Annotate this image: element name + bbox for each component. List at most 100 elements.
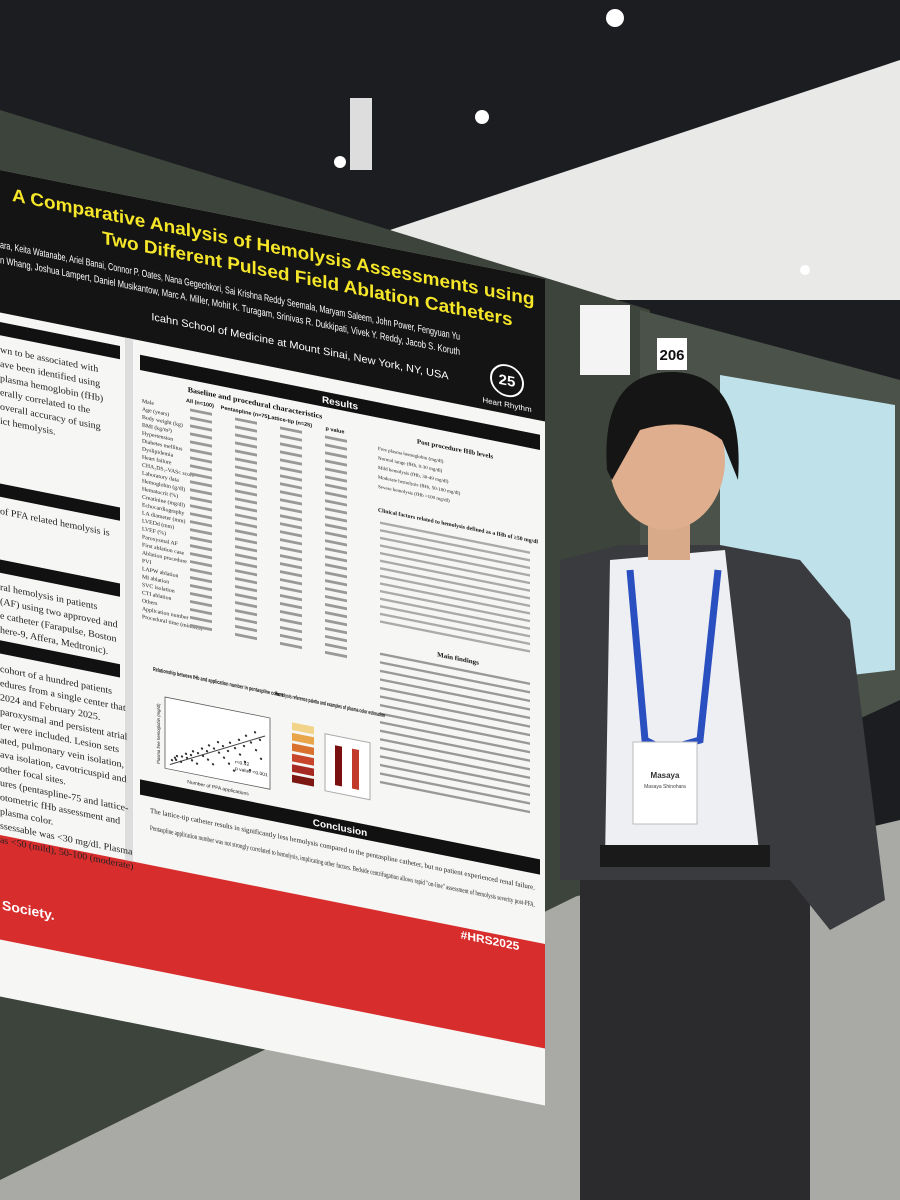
text-line (380, 780, 530, 814)
table-cell (280, 633, 302, 642)
table-cell (280, 625, 302, 634)
table-cell (280, 458, 302, 466)
scatter-dots (170, 731, 263, 772)
dot (173, 756, 177, 759)
table-cell (190, 552, 212, 560)
table-cell (325, 467, 347, 475)
table-cell (235, 425, 257, 433)
table-cell (280, 586, 302, 594)
table-header: p value (326, 426, 345, 436)
table-cell (325, 626, 347, 635)
section-bar (0, 559, 120, 597)
table-cell (190, 432, 212, 440)
table-cell (235, 624, 257, 633)
booth-sign (657, 338, 687, 370)
table-cell (280, 530, 302, 538)
table-cell (325, 642, 347, 651)
dot (222, 756, 226, 759)
table-cell (190, 607, 212, 616)
table-cell (380, 574, 530, 608)
logo-number: 25 (499, 372, 516, 391)
table-row-label: PVI (142, 558, 151, 566)
table-cell (280, 602, 302, 610)
poster-tag (580, 305, 630, 375)
table-cell (325, 650, 347, 659)
table-row-label: Male (142, 399, 154, 407)
dot (212, 747, 216, 750)
chart-stat: r=0.42 (235, 759, 250, 768)
dot (195, 762, 199, 765)
tube-box (324, 733, 371, 801)
table-cell (190, 584, 212, 592)
dot (170, 758, 174, 762)
table-cell (190, 496, 212, 504)
tube (335, 745, 342, 787)
table-cell (235, 441, 257, 449)
table-cell (280, 609, 302, 618)
scatter-frame (164, 696, 271, 790)
table-cell (280, 617, 302, 626)
dot (244, 734, 248, 737)
table-cell (280, 466, 302, 474)
table-cell (325, 595, 347, 603)
text-line (380, 738, 530, 771)
table-cell (280, 562, 302, 570)
table-cell (235, 465, 257, 473)
table-cell (280, 554, 302, 562)
palette-swatch (292, 774, 314, 787)
dot (180, 755, 184, 758)
table-row-label: LVEF (%) (142, 526, 166, 538)
table-cell (325, 611, 347, 619)
table-cell (190, 408, 212, 416)
table-cell (325, 547, 347, 555)
dot (237, 738, 241, 741)
dot (232, 769, 236, 772)
dot (233, 746, 237, 750)
table-cell (235, 561, 257, 569)
table-cell (380, 605, 530, 638)
table-cell (190, 464, 212, 472)
table-cell (280, 506, 302, 514)
table-cell (190, 591, 212, 600)
table-cell (325, 523, 347, 531)
dot (211, 763, 215, 766)
table-cell (280, 442, 302, 450)
table-cell (280, 490, 302, 498)
table-cell (380, 529, 530, 562)
table-cell (190, 615, 212, 624)
table-cell (325, 571, 347, 579)
table-cell (325, 515, 347, 523)
badge-name: Masaya (651, 771, 680, 780)
text-line (380, 755, 530, 788)
text-line (380, 746, 530, 780)
column-gap (125, 337, 133, 862)
table-cell (325, 451, 347, 459)
table-cell (380, 559, 530, 592)
text-line (380, 652, 530, 685)
table-cell (235, 497, 257, 505)
table-cell (235, 473, 257, 481)
badge-full-name: Masaya Shinohara (644, 784, 686, 790)
table-cell (235, 521, 257, 529)
table-cell (190, 480, 212, 488)
table-cell (190, 528, 212, 536)
dot (248, 768, 252, 772)
dot (226, 749, 230, 753)
palette-swatch (292, 764, 314, 777)
table-cell (235, 616, 257, 625)
person: Masaya Masaya Shinohara (560, 371, 885, 1200)
table-cell (325, 435, 347, 443)
table-cell (280, 641, 302, 650)
text-line (380, 678, 530, 711)
table-cell (280, 434, 302, 442)
table-cell (380, 589, 530, 623)
text-line (380, 729, 530, 762)
palette-swatch (292, 722, 314, 735)
table-cell (235, 537, 257, 545)
table-cell (325, 531, 347, 539)
table-cell (235, 577, 257, 585)
poster-footer (0, 835, 545, 1049)
table-cell (325, 499, 347, 507)
dot (227, 762, 231, 765)
